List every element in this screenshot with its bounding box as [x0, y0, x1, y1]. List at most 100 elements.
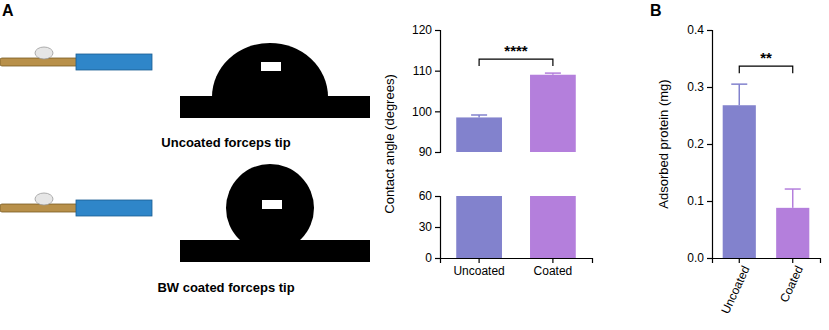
tick: 100 — [412, 105, 440, 119]
droplet-highlight — [261, 62, 281, 71]
y-axis: 90 100 110 120 — [412, 23, 441, 159]
tick: Uncoated — [718, 258, 752, 316]
tick-mark — [707, 144, 712, 145]
tick-mark — [707, 87, 712, 88]
forceps-handle — [76, 200, 152, 216]
tick: 60 — [419, 189, 440, 203]
plot-area — [456, 196, 576, 258]
axis-line — [435, 197, 441, 259]
plot-area — [456, 73, 576, 152]
tick-label: Coated — [534, 264, 573, 278]
tick: 0.1 — [687, 194, 712, 208]
tick: 0.3 — [687, 80, 712, 94]
forceps-handle — [76, 54, 152, 70]
tick-mark — [792, 258, 793, 263]
tick-label: 60 — [419, 189, 433, 203]
error-cap — [731, 83, 747, 85]
tick-label: 30 — [419, 220, 433, 234]
image-caption: Uncoated forceps tip — [161, 135, 290, 150]
bar — [530, 196, 576, 258]
bar — [456, 196, 502, 258]
x-axis: Uncoated Coated — [713, 258, 821, 316]
droplet — [35, 47, 53, 59]
tick-label: 0.3 — [687, 80, 704, 94]
tick-mark — [435, 111, 440, 112]
axis-line — [707, 31, 713, 259]
tick-mark — [552, 258, 553, 263]
x-axis: Uncoated Coated — [441, 258, 593, 278]
tick-mark — [435, 71, 440, 72]
tick-label: 100 — [412, 105, 432, 119]
droplet-highlight — [262, 200, 282, 209]
panel-label: B — [650, 2, 662, 19]
chart: 0 30 60 90 100 110 120 Uncoated Coated Contact an… — [382, 23, 593, 277]
tick: 110 — [413, 64, 440, 78]
tick-label: 90 — [419, 145, 433, 159]
image-caption: BW coated forceps tip — [157, 280, 294, 295]
tick: 120 — [412, 23, 440, 37]
tick-label: 0.4 — [687, 23, 704, 37]
tick: Coated — [777, 258, 806, 305]
droplet-silhouette — [212, 43, 328, 97]
tick-label: Uncoated — [453, 264, 504, 278]
tick-mark — [739, 258, 740, 263]
axis-line — [713, 259, 821, 264]
y-axis: 0 30 60 — [419, 189, 441, 265]
forceps-tip — [0, 58, 78, 66]
axis-title: Adsorbed protein (mg) — [656, 79, 671, 208]
forceps-photo — [0, 193, 152, 216]
bar — [530, 75, 576, 152]
tick-label: 0.1 — [687, 194, 704, 208]
tick: 90 — [419, 145, 440, 159]
annotation: **** — [504, 42, 528, 59]
tick-mark — [707, 201, 712, 202]
tick: 0.2 — [687, 137, 712, 151]
bar — [776, 208, 809, 258]
tick: Uncoated — [453, 258, 504, 278]
droplet-silhouette — [226, 164, 314, 252]
axis-title: Contact angle (degrees) — [382, 74, 397, 213]
forceps-photo — [0, 47, 152, 70]
tick-mark — [707, 258, 712, 259]
error-cap — [545, 72, 561, 74]
tick-mark — [707, 30, 712, 31]
tick-label: 0.2 — [687, 137, 704, 151]
axis-line — [441, 259, 593, 264]
contact-angle-photo — [180, 43, 370, 118]
error-bar — [739, 84, 741, 105]
tick-mark — [435, 258, 440, 259]
tick: 30 — [419, 220, 440, 234]
error-cap — [471, 114, 487, 116]
tick-label: 0 — [425, 251, 432, 265]
significance-bracket — [479, 59, 553, 66]
bar — [723, 105, 756, 258]
photo-base — [180, 96, 370, 118]
bar — [456, 117, 502, 152]
tick-mark — [435, 30, 440, 31]
tick-label: 120 — [412, 23, 432, 37]
error-cap — [785, 188, 801, 190]
tick: Coated — [534, 258, 573, 278]
tick: 0.4 — [687, 23, 712, 37]
error-bar — [792, 189, 794, 208]
tick-label: Coated — [777, 264, 806, 305]
axis-line — [435, 31, 441, 153]
significance-bracket — [739, 66, 792, 73]
tick: 0.0 — [687, 251, 712, 265]
annotation: ** — [760, 49, 772, 66]
tick-mark — [479, 258, 480, 263]
tick-mark — [435, 196, 440, 197]
contact-angle-photo — [180, 164, 370, 262]
forceps-tip — [0, 204, 78, 212]
panel-label: A — [2, 2, 14, 19]
droplet — [35, 193, 53, 205]
tick-mark — [435, 152, 440, 153]
tick-label: Uncoated — [718, 264, 752, 316]
y-axis: 0.0 0.1 0.2 0.3 0.4 — [687, 23, 712, 265]
tick-label: 110 — [413, 64, 432, 78]
chart: 0.0 0.1 0.2 0.3 0.4 Uncoated Coated Adsorbed pr… — [656, 23, 821, 316]
tick: 0 — [425, 251, 440, 265]
plot-area — [723, 84, 810, 258]
tick-mark — [435, 227, 440, 228]
tick-label: 0.0 — [687, 251, 704, 265]
